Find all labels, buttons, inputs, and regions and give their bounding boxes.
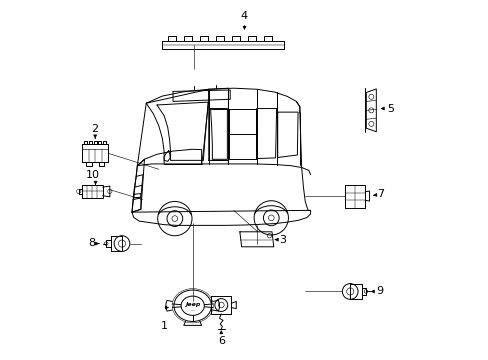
Text: Jeep: Jeep (184, 302, 200, 307)
Text: 4: 4 (241, 11, 247, 21)
Text: 8: 8 (88, 238, 95, 248)
Text: —: — (190, 309, 194, 312)
Text: 3: 3 (279, 235, 285, 245)
Text: 10: 10 (86, 170, 100, 180)
Text: 2: 2 (91, 124, 99, 134)
Text: 7: 7 (376, 189, 383, 199)
Text: 9: 9 (376, 286, 383, 296)
Text: 1: 1 (161, 321, 167, 332)
Text: 5: 5 (386, 104, 393, 113)
Text: 6: 6 (217, 336, 224, 346)
